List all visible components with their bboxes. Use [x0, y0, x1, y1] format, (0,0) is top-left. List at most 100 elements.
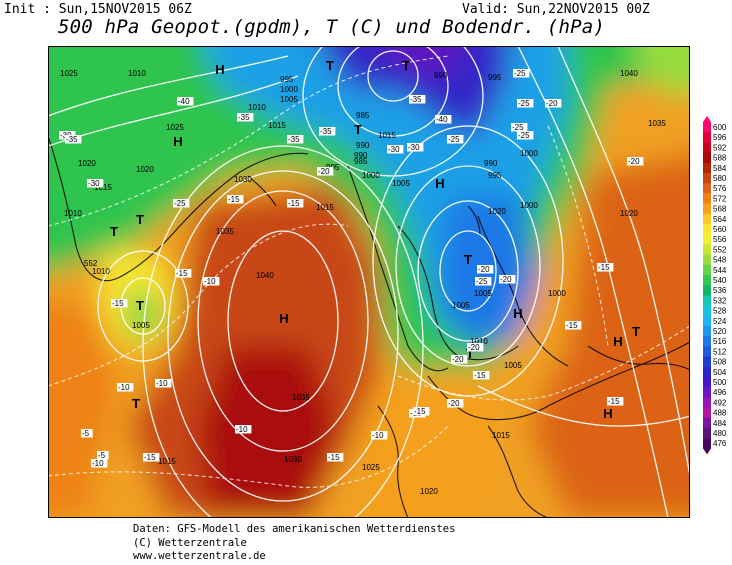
legend-swatch	[703, 285, 711, 296]
svg-text:-15: -15	[608, 397, 620, 406]
legend-value: 512	[713, 347, 727, 356]
temperature-label: -15	[143, 453, 160, 462]
temperature-label: -15	[175, 269, 192, 278]
low-marker: T	[402, 58, 410, 73]
temperature-label: -15	[287, 199, 304, 208]
legend-swatch	[703, 122, 711, 133]
temperature-label: -35	[65, 135, 82, 144]
temperature-label: -15	[473, 371, 490, 380]
temperature-label: -10	[235, 425, 252, 434]
legend-value: 572	[713, 194, 727, 203]
svg-text:985: 985	[356, 111, 370, 120]
legend-swatch	[703, 193, 711, 204]
temperature-label: -10	[117, 383, 134, 392]
low-marker: T	[464, 252, 472, 267]
temperature-label: -25	[517, 131, 534, 140]
temperature-label: -20	[447, 399, 464, 408]
svg-text:990: 990	[434, 71, 448, 80]
isobar-label: 1020	[136, 165, 154, 174]
legend-value: 500	[713, 378, 727, 387]
svg-text:-25: -25	[518, 99, 530, 108]
isobar-label: 1015	[378, 131, 396, 140]
legend-swatch	[703, 183, 711, 194]
svg-text:1025: 1025	[362, 463, 380, 472]
svg-text:-20: -20	[546, 99, 558, 108]
high-marker: H	[215, 62, 224, 77]
temperature-label: -15	[565, 321, 582, 330]
svg-text:-15: -15	[566, 321, 578, 330]
temperature-label: -10	[155, 379, 172, 388]
isobar-label: 1010	[64, 209, 82, 218]
svg-text:-20: -20	[478, 265, 490, 274]
legend-swatch	[703, 417, 711, 429]
svg-text:1040: 1040	[620, 69, 638, 78]
legend-swatch	[703, 336, 711, 347]
low-marker: T	[632, 324, 640, 339]
svg-text:-15: -15	[598, 263, 610, 272]
temperature-label: -15	[111, 299, 128, 308]
temperature-labels: -30-35-30-40-35-35-35-30-35-40-25-25-20-…	[59, 69, 644, 468]
isobar-label: 995	[488, 171, 502, 180]
svg-text:-35: -35	[288, 135, 300, 144]
svg-text:1020: 1020	[420, 487, 438, 496]
svg-text:-15: -15	[176, 269, 188, 278]
svg-text:-15: -15	[414, 407, 426, 416]
temperature-label: -20	[499, 275, 516, 284]
isobar-label: 1015	[316, 203, 334, 212]
svg-text:-20: -20	[318, 167, 330, 176]
isobar-label: 1010	[248, 103, 266, 112]
svg-text:-20: -20	[452, 355, 464, 364]
temperature-label: -5	[97, 451, 109, 460]
temperature-label: -25	[173, 199, 190, 208]
legend-swatch	[703, 326, 711, 337]
svg-text:1010: 1010	[92, 267, 110, 276]
geopotential-field	[48, 46, 690, 518]
temperature-label: -25	[447, 135, 464, 144]
svg-text:-20: -20	[500, 275, 512, 284]
legend-swatch	[703, 254, 711, 266]
svg-text:1020: 1020	[78, 159, 96, 168]
svg-text:-25: -25	[476, 277, 488, 286]
legend-swatch	[703, 142, 711, 153]
temperature-label: -15	[413, 407, 430, 416]
geopotential-label: 552	[84, 259, 98, 268]
svg-text:1005: 1005	[392, 179, 410, 188]
high-marker: H	[279, 311, 288, 326]
temperature-label: -15	[227, 195, 244, 204]
legend-value: 524	[713, 317, 727, 326]
svg-text:1005: 1005	[132, 321, 150, 330]
legend-value: 556	[713, 235, 727, 244]
svg-text:1015: 1015	[378, 131, 396, 140]
legend-value: 596	[713, 133, 727, 142]
isobar-label: 1025	[166, 123, 184, 132]
isobar-label: 1000	[280, 85, 298, 94]
isobar-label: 990	[434, 71, 448, 80]
legend-value: 504	[713, 368, 727, 377]
legend-swatch	[703, 397, 711, 408]
isobar-label: 1005	[392, 179, 410, 188]
svg-text:1025: 1025	[60, 69, 78, 78]
legend-swatch	[703, 407, 711, 419]
isobar-label: 1005	[280, 95, 298, 104]
svg-text:1010: 1010	[470, 337, 488, 346]
svg-text:1000: 1000	[362, 171, 380, 180]
svg-text:-10: -10	[156, 379, 168, 388]
svg-text:1020: 1020	[488, 207, 506, 216]
legend-swatch	[703, 275, 711, 286]
svg-text:1000: 1000	[548, 289, 566, 298]
svg-text:1020: 1020	[620, 209, 638, 218]
temperature-label: -10	[371, 431, 388, 440]
svg-text:-25: -25	[174, 199, 186, 208]
svg-text:-40: -40	[178, 97, 190, 106]
svg-text:1035: 1035	[292, 393, 310, 402]
low-marker: T	[354, 122, 362, 137]
low-marker: T	[466, 346, 474, 361]
low-marker: T	[132, 396, 140, 411]
isobar-label: 1000	[548, 289, 566, 298]
init-time: Init : Sun,15NOV2015 06Z	[4, 2, 192, 17]
pressure-centres: H H H H H H H T T T T T T T T T T	[110, 58, 640, 421]
legend-value: 548	[713, 256, 727, 265]
svg-text:-30: -30	[408, 143, 420, 152]
legend-value: 532	[713, 296, 727, 305]
isobar-label: 1005	[132, 321, 150, 330]
